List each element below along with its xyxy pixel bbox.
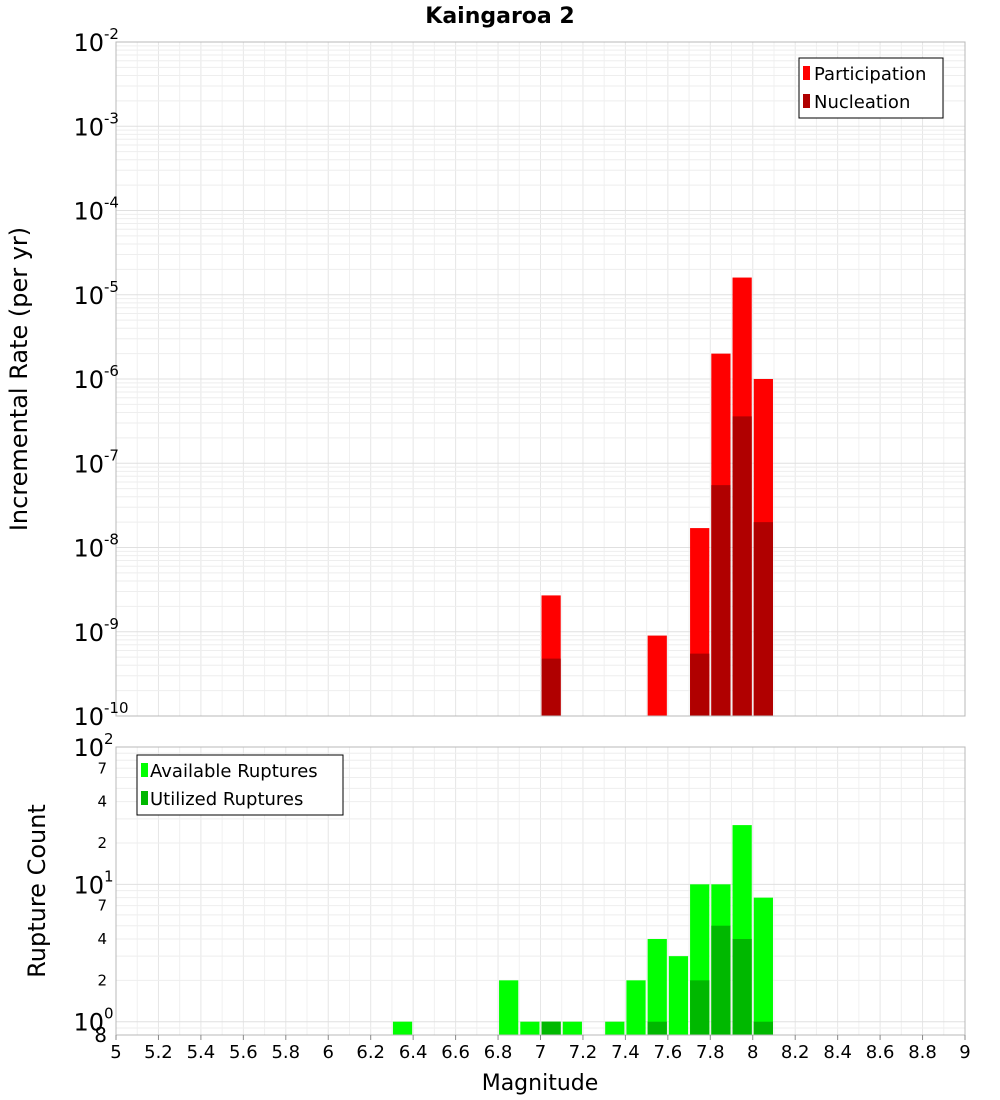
- x-tick-label: 6.8: [484, 1042, 513, 1063]
- y-minor-tick-label: 4: [97, 793, 107, 811]
- y-tick-label-exponent: -4: [104, 194, 119, 212]
- y-tick-label-base: 10: [73, 734, 104, 762]
- x-tick-label: 8.8: [908, 1042, 937, 1063]
- rate-legend-box: [798, 57, 944, 119]
- x-tick-label: 8.4: [823, 1042, 852, 1063]
- utilized-ruptures-bar: [732, 939, 752, 1035]
- available-ruptures-bar: [392, 1021, 413, 1035]
- rate-bars: [541, 277, 773, 716]
- y-minor-tick-label: 8: [94, 1023, 107, 1047]
- x-tick-label: 6: [323, 1042, 334, 1063]
- rate-plot-frame: [115, 41, 966, 717]
- utilized-ruptures-bar: [690, 980, 710, 1035]
- x-tick-label: 7.2: [569, 1042, 598, 1063]
- participation-legend-swatch: [803, 66, 810, 80]
- count-y-axis-label: Rupture Count: [23, 804, 51, 978]
- utilized-ruptures-bar: [541, 1021, 561, 1035]
- nucleation-bar: [711, 485, 731, 716]
- available-legend-label: Available Ruptures: [150, 761, 318, 782]
- available-ruptures-bar: [520, 1021, 540, 1035]
- y-tick-label-exponent: -7: [104, 446, 119, 464]
- y-minor-tick-label: 7: [97, 759, 107, 777]
- participation-bar: [647, 635, 667, 716]
- y-tick-label-exponent: -6: [104, 362, 119, 380]
- x-tick-label: 8: [747, 1042, 758, 1063]
- rate-legend: Participation Nucleation: [798, 57, 944, 119]
- x-tick-label: 6.2: [356, 1042, 385, 1063]
- x-axis-ticks: 5 5.2 5.4 5.6 5.8 6 6.2 6.4 6.6 6.8 7 7.2 7.4 7.6 7.8 8…: [110, 1035, 971, 1063]
- y-tick-label-exponent: -5: [104, 278, 119, 296]
- nucleation-bar: [732, 416, 752, 716]
- count-legend: Available Ruptures Utilized Ruptures: [136, 754, 344, 816]
- available-ruptures-bar: [647, 939, 667, 1035]
- y-tick-label-exponent: -10: [104, 699, 129, 717]
- nucleation-legend-swatch: [803, 94, 810, 108]
- y-tick-label-base: 10: [73, 113, 104, 141]
- available-ruptures-bar: [753, 897, 773, 1035]
- y-minor-tick-label: 4: [97, 930, 107, 948]
- y-tick-label-exponent: -3: [104, 109, 119, 127]
- y-tick-label-exponent: 2: [104, 730, 114, 748]
- y-tick-label-base: 10: [73, 29, 104, 57]
- y-tick-label-exponent: -2: [104, 25, 119, 43]
- x-tick-label: 7: [535, 1042, 546, 1063]
- x-tick-label: 9: [959, 1042, 970, 1063]
- y-minor-tick-label: 7: [97, 897, 107, 915]
- nucleation-bar: [690, 653, 710, 716]
- y-tick-label-exponent: 1: [104, 867, 114, 885]
- y-tick-label-exponent: 0: [104, 1005, 114, 1023]
- x-tick-label: 7.8: [696, 1042, 725, 1063]
- available-ruptures-bar: [499, 980, 519, 1035]
- x-tick-label: 7.4: [611, 1042, 640, 1063]
- x-tick-label: 8.6: [866, 1042, 895, 1063]
- available-legend-swatch: [141, 763, 148, 777]
- count-bars: [392, 825, 773, 1035]
- rate-y-axis-label: Incremental Rate (per yr): [5, 227, 33, 531]
- y-tick-label-base: 10: [73, 450, 104, 478]
- count-legend-box: [136, 754, 344, 816]
- y-tick-label-base: 10: [73, 282, 104, 310]
- y-tick-label-base: 10: [73, 366, 104, 394]
- y-tick-label-base: 10: [73, 871, 104, 899]
- nucleation-bar: [541, 658, 561, 716]
- chart-title: Kaingaroa 2: [425, 4, 574, 29]
- y-tick-label-base: 10: [73, 619, 104, 647]
- x-tick-label: 8.2: [781, 1042, 810, 1063]
- participation-legend-label: Participation: [814, 64, 926, 85]
- y-tick-label-base: 10: [73, 198, 104, 226]
- utilized-legend-label: Utilized Ruptures: [150, 789, 303, 810]
- utilized-ruptures-bar: [711, 925, 731, 1035]
- nucleation-legend-label: Nucleation: [814, 92, 910, 113]
- y-tick-label-base: 10: [73, 535, 104, 563]
- x-axis-label: Magnitude: [482, 1071, 599, 1096]
- available-ruptures-bar: [605, 1021, 625, 1035]
- available-ruptures-bar: [626, 980, 646, 1035]
- x-tick-label: 5.4: [187, 1042, 216, 1063]
- x-tick-label: 5.6: [229, 1042, 258, 1063]
- rate-grid: [115, 41, 966, 717]
- x-tick-label: 7.6: [654, 1042, 683, 1063]
- x-tick-label: 6.6: [441, 1042, 470, 1063]
- y-minor-tick-label: 2: [97, 971, 107, 989]
- nucleation-bar: [753, 522, 773, 716]
- x-tick-label: 5.8: [271, 1042, 300, 1063]
- utilized-legend-swatch: [141, 791, 148, 805]
- utilized-ruptures-bar: [753, 1021, 773, 1035]
- available-ruptures-bar: [668, 956, 689, 1035]
- y-tick-label-exponent: -9: [104, 615, 119, 633]
- y-tick-label-base: 10: [73, 703, 104, 731]
- available-ruptures-bar: [562, 1021, 582, 1035]
- x-tick-label: 6.4: [399, 1042, 428, 1063]
- y-minor-tick-label: 2: [97, 834, 107, 852]
- utilized-ruptures-bar: [647, 1021, 667, 1035]
- y-tick-label-base: 10: [73, 1009, 104, 1037]
- y-tick-label-exponent: -8: [104, 531, 119, 549]
- x-tick-label: 5: [110, 1042, 121, 1063]
- x-tick-label: 5.2: [144, 1042, 173, 1063]
